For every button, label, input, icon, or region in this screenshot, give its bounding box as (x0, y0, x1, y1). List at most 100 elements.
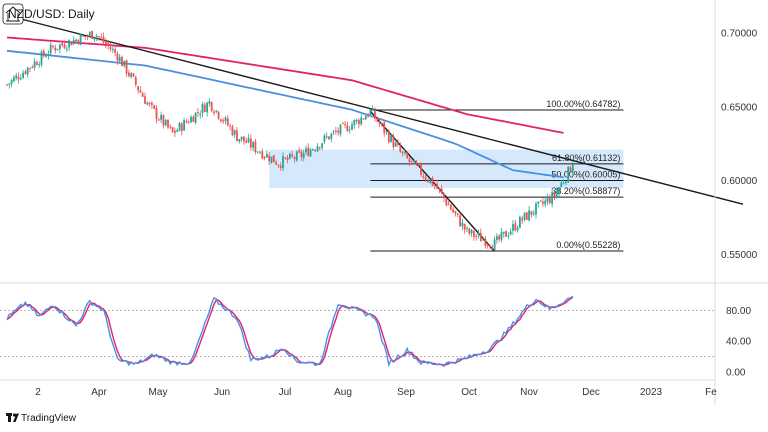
candle-body (335, 130, 337, 132)
candle (240, 136, 243, 142)
candle-body (139, 90, 142, 93)
candle-body (171, 127, 174, 133)
candle-body (489, 245, 491, 248)
candle (206, 101, 208, 117)
candle (178, 121, 181, 132)
candle-body (70, 41, 73, 46)
candle (49, 41, 52, 56)
candle-body (259, 152, 261, 154)
candle-body (13, 77, 15, 82)
candle-body (123, 60, 126, 67)
candle (215, 110, 218, 114)
candle-body (56, 48, 59, 50)
candle (15, 72, 18, 81)
candle-body (111, 48, 114, 50)
candle (394, 139, 397, 148)
candle (268, 152, 271, 166)
candle (302, 149, 305, 162)
candle-body (535, 203, 537, 215)
candle (153, 104, 156, 110)
candle (376, 116, 379, 123)
candle (36, 60, 38, 66)
candle-body (84, 35, 87, 37)
candle (323, 133, 326, 145)
candle (8, 83, 11, 89)
candle-body (210, 102, 213, 111)
stochastic-tick-label: 80.00 (726, 306, 751, 317)
stochastic-axis[interactable]: 80.00 40.00 0.00 (726, 306, 751, 378)
candle-body (114, 49, 116, 53)
candle-body (516, 227, 519, 231)
candle-body (406, 153, 409, 159)
candle-body (282, 156, 284, 169)
time-tick-label: Sep (397, 387, 415, 398)
candle (180, 121, 183, 136)
price-tick-label: 0.55000 (721, 250, 758, 261)
candle-body (220, 119, 222, 122)
candle-body (79, 34, 82, 46)
candle-body (392, 136, 395, 148)
candle (291, 150, 294, 158)
fib-level-label: 0.00%(0.55228) (556, 240, 620, 250)
candle (362, 118, 365, 120)
candle (272, 155, 275, 163)
candle-body (157, 119, 160, 121)
candle (369, 108, 372, 116)
candle (454, 210, 457, 217)
candle-body (261, 151, 264, 159)
candle-body (450, 204, 452, 210)
candle (371, 105, 374, 111)
candle-body (176, 130, 179, 132)
tradingview-brand[interactable]: TradingView (6, 413, 77, 424)
time-tick-label: 2023 (640, 387, 663, 398)
candle-body (29, 67, 31, 69)
candle (279, 162, 282, 171)
candle (438, 187, 441, 194)
candle-body (125, 60, 128, 74)
candle (569, 166, 572, 174)
time-tick-label: Aug (334, 387, 352, 398)
candle-body (468, 228, 471, 234)
candle-body (410, 160, 413, 162)
candle (364, 113, 367, 120)
candle (385, 130, 388, 135)
candle-body (413, 160, 415, 163)
candle-body (539, 200, 542, 202)
candle (360, 114, 363, 126)
candle (408, 156, 411, 167)
candle-body (544, 200, 547, 205)
candle-body (98, 36, 100, 38)
candle-body (459, 215, 461, 227)
candle (378, 118, 381, 128)
candle-body (40, 51, 43, 65)
candle (31, 64, 34, 69)
candle-body (330, 133, 333, 139)
candle (137, 86, 139, 94)
candle-body (42, 50, 45, 56)
candle-body (59, 44, 61, 50)
candle (224, 116, 227, 125)
candle-body (443, 193, 445, 199)
candle-body (546, 197, 549, 202)
candle-body (226, 118, 229, 126)
brand-name: TradingView (21, 413, 77, 424)
candle (82, 33, 84, 37)
candle (519, 215, 521, 229)
candle (59, 43, 61, 54)
candle-body (279, 165, 282, 168)
candle (332, 129, 335, 136)
candle-body (387, 131, 390, 143)
candle (493, 236, 496, 252)
candle (6, 84, 8, 86)
time-axis[interactable]: 2 Apr May Jun Jul Aug Sep Oct Nov Dec 2023 Fe (35, 387, 717, 398)
candle (431, 176, 434, 187)
candle (514, 220, 517, 232)
candle (390, 134, 392, 143)
time-tick-label: Dec (582, 387, 600, 398)
candle (134, 75, 137, 88)
candle-body (567, 166, 570, 183)
candle-body (141, 93, 144, 97)
candle-body (433, 184, 436, 186)
price-axis[interactable]: 0.70000 0.65000 0.60000 0.55000 (721, 29, 758, 261)
